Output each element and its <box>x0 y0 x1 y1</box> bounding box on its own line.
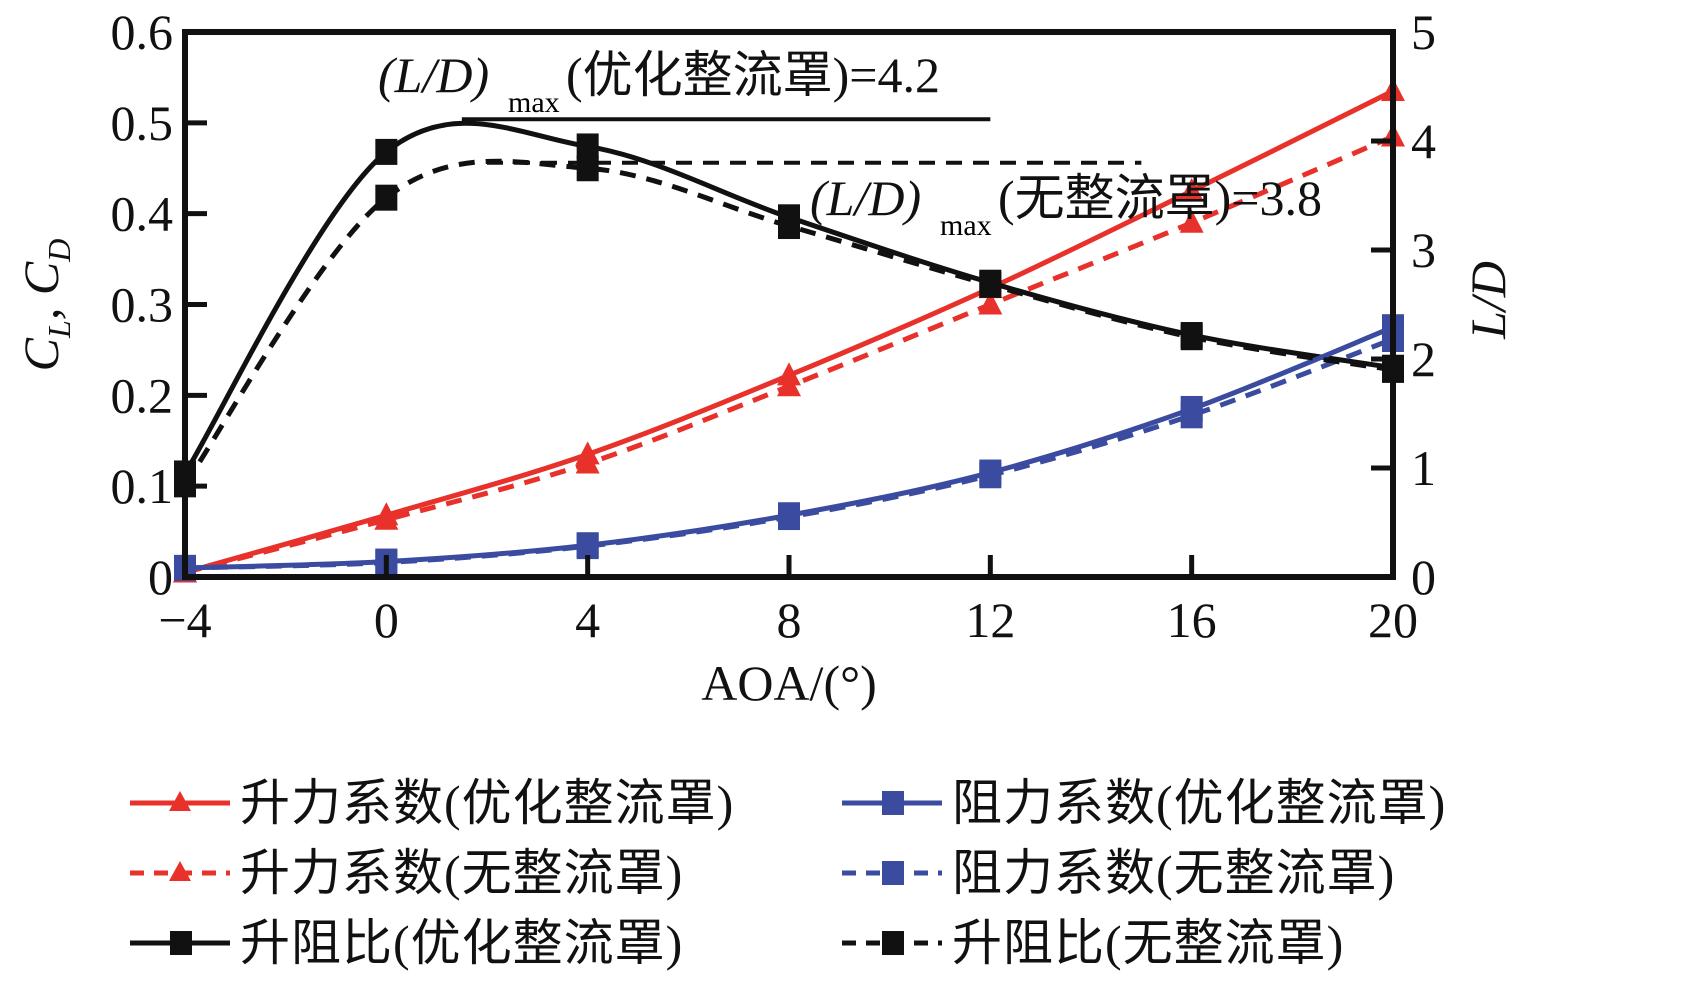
legend-item-cd-optimized: 阻力系数(优化整流罩) <box>842 770 1446 836</box>
y-left-tick-label: 0.2 <box>111 367 174 423</box>
legend: 升力系数(优化整流罩) 升力系数(无整流罩) 升阻比(优化整流罩) 阻力系数(优… <box>130 770 1670 990</box>
x-tick-label: 16 <box>1167 592 1217 648</box>
y-axis-right-title: L/D <box>1460 261 1516 340</box>
x-tick-label: 20 <box>1368 592 1418 648</box>
series-5-point-4 <box>979 271 1002 298</box>
series-1-point-4 <box>978 291 1003 315</box>
svg-text:(L/D): (L/D) <box>378 47 489 103</box>
annot-2-tail: (无整流罩)=3.8 <box>998 170 1322 226</box>
y-left-tick-label: 0 <box>148 549 173 605</box>
x-tick-label: 8 <box>777 592 802 648</box>
legend-swatch-blue-dashed-square <box>842 861 942 885</box>
annotation-lines <box>461 117 1142 165</box>
series-4-point-3 <box>778 504 800 531</box>
y-right-tick-label: 1 <box>1411 440 1436 496</box>
legend-item-cd-no-fairing: 阻力系数(无整流罩) <box>842 840 1395 906</box>
y-left-tick-label: 0.1 <box>111 458 174 514</box>
series-1-point-1 <box>374 506 399 530</box>
series-5-point-3 <box>778 213 800 240</box>
legend-label: 升阻比(优化整流罩) <box>240 915 684 971</box>
series-5-point-1 <box>375 184 398 211</box>
x-tick-label: 4 <box>575 592 600 648</box>
series-5-point-2 <box>576 155 599 182</box>
legend-label: 升力系数(优化整流罩) <box>240 775 735 831</box>
legend-item-ld-optimized: 升阻比(优化整流罩) <box>130 910 683 976</box>
legend-swatch-red-solid-triangle <box>130 791 230 811</box>
plot-markers <box>173 78 1405 583</box>
annotation-optimized: (L/D) max (优化整流罩)=4.2 <box>378 47 940 119</box>
x-tick-label: 12 <box>965 592 1015 648</box>
series-4-point-2 <box>576 533 599 560</box>
y-right-tick-label: 4 <box>1411 113 1436 169</box>
annot-1-main: (L/D) <box>378 47 489 103</box>
y-right-tick-label: 2 <box>1411 331 1436 387</box>
legend-swatch-black-solid-square <box>130 931 230 955</box>
annot-2-main: (L/D) <box>810 170 921 226</box>
legend-swatch-red-dashed-triangle <box>130 861 230 881</box>
series-4-point-5 <box>1180 402 1203 429</box>
annot-1-tail: (优化整流罩)=4.2 <box>566 47 940 103</box>
legend-item-ld-no-fairing: 升阻比(无整流罩) <box>842 910 1344 976</box>
y-right-tick-label: 0 <box>1411 549 1436 605</box>
svg-text:L/D: L/D <box>1460 261 1516 340</box>
legend-label: 升力系数(无整流罩) <box>240 845 684 901</box>
legend-item-cl-optimized: 升力系数(优化整流罩) <box>130 770 734 836</box>
plot-frame <box>182 29 1396 580</box>
y-left-tick-label: 0.6 <box>111 4 174 60</box>
series-2-point-2 <box>576 133 599 160</box>
x-tick-label: 0 <box>374 592 399 648</box>
y-right-tick-label: 3 <box>1411 222 1436 278</box>
series-5-point-5 <box>1180 324 1203 351</box>
axis-ticks <box>185 120 1393 577</box>
y-left-tick-label: 0.3 <box>111 277 174 333</box>
series-4-point-4 <box>979 462 1002 489</box>
series-1-point-5 <box>1179 209 1204 233</box>
legend-item-cl-no-fairing: 升力系数(无整流罩) <box>130 840 683 906</box>
y-axis-left-title: CL, CD <box>13 239 77 372</box>
y-right-tick-label: 5 <box>1411 4 1436 60</box>
series-1-point-2 <box>575 450 600 474</box>
svg-text:(L/D): (L/D) <box>810 170 921 226</box>
annot-1-sub: max <box>508 86 560 119</box>
legend-label: 阻力系数(无整流罩) <box>952 845 1396 901</box>
series-1-point-3 <box>777 373 801 397</box>
annotation-no-fairing: (L/D) max (无整流罩)=3.8 <box>810 170 1322 242</box>
legend-label: 阻力系数(优化整流罩) <box>952 775 1447 831</box>
x-tick-label: −4 <box>158 592 211 648</box>
legend-label: 升阻比(无整流罩) <box>952 915 1345 971</box>
series-2-point-1 <box>375 138 398 165</box>
x-axis-title: AOA/(°) <box>701 655 877 711</box>
y-left-tick-label: 0.5 <box>111 95 174 151</box>
legend-swatch-blue-solid-square <box>842 791 942 815</box>
annot-2-sub: max <box>940 209 992 242</box>
svg-text:CL, CD: CL, CD <box>13 239 77 372</box>
legend-swatch-black-dashed-square <box>842 931 942 955</box>
y-left-tick-label: 0.4 <box>111 186 174 242</box>
series-0-point-5 <box>1179 177 1204 201</box>
